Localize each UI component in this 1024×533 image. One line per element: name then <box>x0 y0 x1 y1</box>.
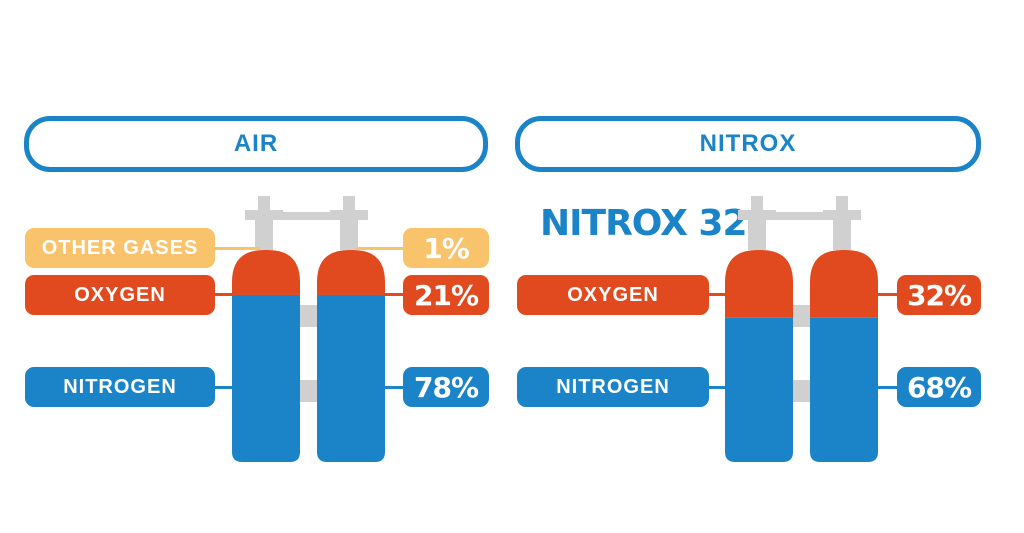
nitrox-oxygen-label: OXYGEN <box>517 275 709 315</box>
air-header: AIR <box>24 116 488 172</box>
nitrox-tank-2-nitrogen <box>810 317 878 462</box>
nitrox-tank-1-oxygen <box>725 250 793 318</box>
nitrox-title: NITROX <box>699 130 797 157</box>
nitrox-header: NITROX <box>515 116 981 172</box>
air-other-gases-label: OTHER GASES <box>25 228 215 268</box>
nitrox-oxygen-percent-text: 32% <box>906 278 972 312</box>
air-nitrogen-connector-left <box>210 386 235 389</box>
air-tanks <box>232 250 385 462</box>
air-oxygen-percent-text: 21% <box>413 278 479 312</box>
nitrox-tank-1-nitrogen <box>725 317 793 462</box>
nitrox-oxygen-connector-right <box>876 293 901 296</box>
air-tank-2-oxygen <box>317 250 385 295</box>
air-nitrogen-name: NITROGEN <box>63 375 177 398</box>
air-nitrogen-percent-text: 78% <box>413 370 479 404</box>
nitrox-oxygen-connector-left <box>705 293 730 296</box>
nitrox-nitrogen-name: NITROGEN <box>556 375 670 398</box>
nitrox-nitrogen-connector-left <box>705 386 730 389</box>
nitrox-oxygen-name: OXYGEN <box>567 283 659 306</box>
nitrox-nitrogen-percent: 68% <box>897 367 981 407</box>
air-tank-2-nitrogen <box>317 294 385 462</box>
air-valve-assembly <box>245 196 368 402</box>
air-nitrogen-connector-right <box>382 386 407 389</box>
air-other-gases-percent-text: 1% <box>423 231 470 265</box>
air-oxygen-percent: 21% <box>403 275 489 315</box>
air-other-gases-percent: 1% <box>403 228 489 268</box>
nitrox-nitrogen-percent-text: 68% <box>906 370 972 404</box>
air-oxygen-connector-right <box>382 293 407 296</box>
air-tank-1-oxygen <box>232 250 300 295</box>
air-cylinders <box>232 196 385 462</box>
nitrox-tank-2-oxygen <box>810 250 878 318</box>
nitrox-nitrogen-connector-right <box>876 386 901 389</box>
air-tank-1-nitrogen <box>232 294 300 462</box>
air-panel: AIR OTHER GASES OXYGEN NITROGEN 1% <box>24 116 489 462</box>
nitrox-oxygen-percent: 32% <box>897 275 981 315</box>
air-oxygen-name: OXYGEN <box>74 283 166 306</box>
air-other-connector-left <box>210 247 260 250</box>
nitrox-subtitle: NITROX 32 <box>540 203 748 244</box>
air-title: AIR <box>233 130 279 157</box>
air-nitrogen-label: NITROGEN <box>25 367 215 407</box>
air-oxygen-connector-left <box>210 293 235 296</box>
air-oxygen-label: OXYGEN <box>25 275 215 315</box>
air-nitrogen-percent: 78% <box>403 367 489 407</box>
nitrox-panel: NITROX NITROX 32 OXYGEN NITROGEN 32% 68% <box>515 116 981 462</box>
air-other-gases-name: OTHER GASES <box>41 236 199 259</box>
nitrox-valve-assembly <box>738 196 861 402</box>
nitrox-nitrogen-label: NITROGEN <box>517 367 709 407</box>
air-other-connector-right <box>355 247 407 250</box>
nitrox-tanks <box>725 250 878 462</box>
